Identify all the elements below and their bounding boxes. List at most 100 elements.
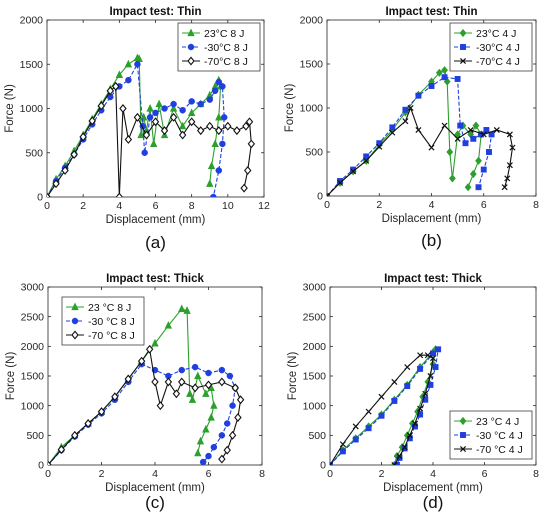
panel-b-legend-marker xyxy=(459,57,467,65)
panel-b-data-point xyxy=(493,126,500,134)
panel-a-legend: 23°C 8 J -30°C 8 J -70°C 8 J xyxy=(177,22,261,72)
panel-d: 0 2 4 6 8 0 500 1000 1500 2000 2500 3000 Impact test… xyxy=(287,273,539,512)
panel-a-data-point xyxy=(207,161,216,170)
panel-c-y-tick-label: 2000 xyxy=(21,341,45,353)
panel-b-data-point xyxy=(402,118,409,125)
panel-a-data-point xyxy=(219,83,226,90)
panel-b-data-point xyxy=(428,83,435,89)
panel-b-data-point xyxy=(402,106,409,113)
panel-a-data-point xyxy=(215,167,223,174)
panel-a-legend-marker xyxy=(187,28,195,37)
panel-b-data-point xyxy=(509,144,516,151)
panel-b-data-point xyxy=(462,140,469,147)
panel-a-data-point xyxy=(210,193,217,197)
panel-a: 0 2 4 6 8 10 12 0 500 1000 1500 2000 Impact test: Th… xyxy=(4,6,270,252)
panel-b-data-point xyxy=(449,174,456,183)
panel-a-data-point xyxy=(169,104,178,112)
panel-c-data-point xyxy=(207,413,215,421)
panel-d-data-point xyxy=(424,352,431,359)
panel-b-data-point xyxy=(337,179,344,186)
panel-c-data-point xyxy=(205,369,212,377)
panel-a-data-point xyxy=(245,117,254,127)
panel-c-data-point xyxy=(156,401,165,411)
panel-d-data-point xyxy=(330,461,334,465)
panel-c-data-point xyxy=(229,402,236,409)
panel-c-data-point xyxy=(226,372,234,380)
panel-d-legend: 23 °C 4 J -30 °C 4 J -70 °C 4 J xyxy=(449,410,533,460)
panel-b-data-point xyxy=(376,143,383,150)
panel-b-series-3 xyxy=(327,104,516,196)
panel-c-data-point xyxy=(234,413,242,422)
panel-d-data-point xyxy=(411,420,418,427)
panel-b-data-point xyxy=(350,168,357,175)
panel-d-legend-entry: -70 °C 4 J xyxy=(476,444,523,456)
panel-c-data-point xyxy=(204,380,213,390)
panel-b-data-point xyxy=(504,175,511,182)
panel-a-data-point xyxy=(142,130,151,140)
panel-a-data-point xyxy=(242,121,250,131)
panel-a-data-point xyxy=(70,150,78,159)
panel-c-data-point xyxy=(205,452,212,460)
panel-a-series-3 xyxy=(47,81,256,197)
panel-d-panel-label: (d) xyxy=(423,493,444,512)
panel-b-data-point xyxy=(454,135,461,142)
panel-c-data-point xyxy=(84,419,92,428)
panel-d-data-point xyxy=(339,448,346,455)
panel-a-panel-label: (a) xyxy=(145,233,166,252)
panel-d-data-point xyxy=(391,461,398,465)
panel-b-legend-entry: -70°C 4 J xyxy=(476,56,520,68)
panel-a-data-point xyxy=(125,76,132,84)
panel-c-data-point xyxy=(188,395,197,403)
panel-a-data-point xyxy=(206,96,213,103)
panel-c-data-point xyxy=(111,392,119,402)
panel-a-plot-area xyxy=(47,53,256,197)
panel-b-plot-area xyxy=(327,66,516,196)
panel-c-data-point xyxy=(210,401,218,409)
panel-a-title: Impact test: Thin xyxy=(109,6,201,18)
panel-c-data-point xyxy=(223,445,231,455)
panel-d-data-point xyxy=(422,396,429,403)
panel-a-data-point xyxy=(247,139,256,149)
panel-c-data-point xyxy=(57,445,66,455)
panel-b-data-point xyxy=(472,121,480,130)
panel-d-y-tick-label: 2000 xyxy=(303,341,327,353)
panel-d-x-tick-label: 4 xyxy=(430,468,436,480)
panel-b-data-point xyxy=(435,68,443,77)
panel-b-data-point xyxy=(327,192,331,196)
panel-a-x-tick-label: 4 xyxy=(116,200,122,212)
panel-a-data-point xyxy=(240,183,248,193)
panel-b-data-point xyxy=(363,153,370,160)
panel-a-x-tick-label: 8 xyxy=(189,200,195,212)
panel-c-data-point xyxy=(191,383,199,393)
panel-d-data-point xyxy=(435,346,442,353)
panel-c-x-tick-label: 0 xyxy=(45,468,51,480)
panel-a-data-point xyxy=(215,126,223,136)
panel-d-data-point xyxy=(378,412,385,419)
panel-c-data-point xyxy=(164,377,173,387)
panel-b-data-point xyxy=(480,131,487,138)
panel-a-data-point xyxy=(61,165,69,175)
panel-c-x-tick-label: 2 xyxy=(99,468,105,480)
panel-c-legend-marker xyxy=(71,302,79,311)
panel-d-y-axis-label: Force (N) xyxy=(287,352,299,401)
panel-b-data-point xyxy=(441,66,448,75)
panel-b-data-point xyxy=(428,144,435,151)
panel-d-data-point xyxy=(365,408,372,415)
panel-d-title: Impact test: Thick xyxy=(384,273,482,285)
panel-b-data-point xyxy=(475,184,482,191)
panel-a-x-tick-label: 2 xyxy=(80,200,86,212)
panel-d-data-point xyxy=(404,364,411,371)
panel-b-data-point xyxy=(480,166,487,173)
panel-d-data-point xyxy=(365,425,372,432)
panel-a-data-point xyxy=(215,112,223,121)
panel-d-x-tick-label: 6 xyxy=(482,468,488,480)
panel-a-legend-entry: -70°C 8 J xyxy=(204,56,248,68)
panel-d-x-axis-label: Displacement (mm) xyxy=(383,482,483,494)
panel-a-data-point xyxy=(178,130,187,140)
panel-c-data-point xyxy=(183,306,191,314)
panel-a-x-tick-label: 12 xyxy=(258,200,270,212)
panel-b-y-tick-label: 500 xyxy=(305,147,323,159)
panel-d-plot-area xyxy=(330,345,442,465)
panel-b-data-point xyxy=(506,162,513,169)
panel-a-data-point xyxy=(233,126,241,136)
